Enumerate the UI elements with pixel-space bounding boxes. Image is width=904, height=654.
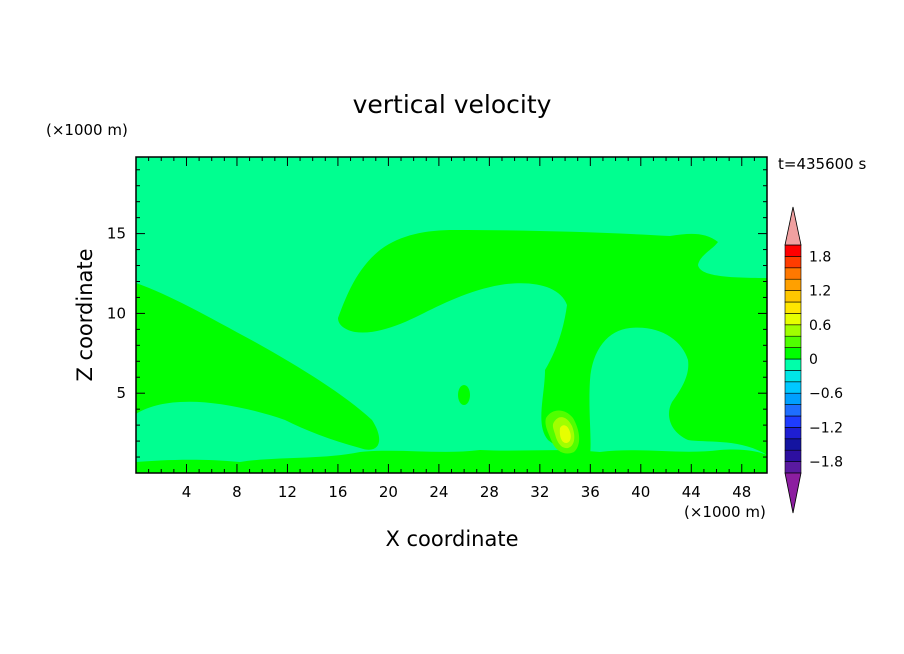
colorbar-label: −1.2 [809, 420, 843, 436]
colorbar-label: 0 [809, 352, 818, 368]
colorbar-swatch [784, 335, 802, 348]
colorbar-label: 1.2 [809, 284, 831, 300]
colorbar-swatch [784, 404, 802, 417]
colorbar-swatch [784, 392, 802, 405]
colorbar-label: 1.8 [809, 249, 831, 265]
colorbar-swatch [784, 358, 802, 371]
colorbar-label: −0.6 [809, 386, 843, 402]
x-tick-label: 8 [232, 483, 242, 501]
colorbar-swatch [784, 370, 802, 383]
colorbar-swatch [784, 267, 802, 280]
positive-spot [458, 385, 470, 405]
y-axis-label: Z coordinate [73, 248, 97, 381]
y-ticks: 5 10 15 [107, 169, 767, 458]
chart-title: vertical velocity [353, 90, 552, 119]
colorbar-swatch [784, 290, 802, 303]
x-tick-label: 44 [682, 483, 701, 501]
y-tick-label: 10 [107, 304, 126, 322]
x-tick-label: 12 [278, 483, 297, 501]
x-tick-label: 20 [379, 483, 398, 501]
colorbar-swatch [784, 438, 802, 451]
colorbar-swatch [784, 301, 802, 314]
colorbar-label: 0.6 [809, 318, 831, 334]
x-tick-label: 4 [182, 483, 192, 501]
colorbar-swatch [784, 244, 802, 257]
colorbar-swatch [784, 313, 802, 326]
x-tick-label: 40 [631, 483, 650, 501]
colorbar-swatch [784, 324, 802, 337]
core-level-3 [559, 425, 571, 443]
positive-region-plume [338, 230, 767, 455]
y-tick-label: 15 [107, 225, 126, 243]
colorbar-swatch [784, 347, 802, 360]
colorbar-swatch [784, 449, 802, 462]
positive-region-left [136, 283, 380, 450]
colorbar: 1.8 1.2 0.6 0 −0.6 −1.2 −1.8 [784, 206, 843, 514]
colorbar-swatch [784, 278, 802, 291]
x-tick-label: 48 [732, 483, 751, 501]
y-axis-unit: (×1000 m) [46, 121, 128, 139]
y-tick-label: 5 [116, 384, 126, 402]
colorbar-label: −1.8 [809, 455, 843, 471]
x-axis-label: X coordinate [385, 527, 518, 551]
time-label: t=435600 s [778, 155, 866, 173]
x-tick-label: 28 [480, 483, 499, 501]
x-axis-unit: (×1000 m) [684, 503, 766, 521]
colorbar-swatch [784, 461, 802, 474]
x-ticks: 4 8 12 16 20 24 28 32 36 40 44 48 [148, 157, 755, 501]
positive-region-bottom [136, 449, 767, 473]
x-tick-label: 36 [581, 483, 600, 501]
colorbar-swatch [784, 256, 802, 269]
colorbar-swatch [784, 415, 802, 428]
colorbar-swatch [784, 381, 802, 394]
x-tick-label: 24 [429, 483, 448, 501]
colorbar-swatch [784, 427, 802, 440]
colorbar-under-arrow [784, 472, 802, 514]
x-tick-label: 32 [530, 483, 549, 501]
x-tick-label: 16 [328, 483, 347, 501]
colorbar-over-arrow [784, 206, 802, 246]
